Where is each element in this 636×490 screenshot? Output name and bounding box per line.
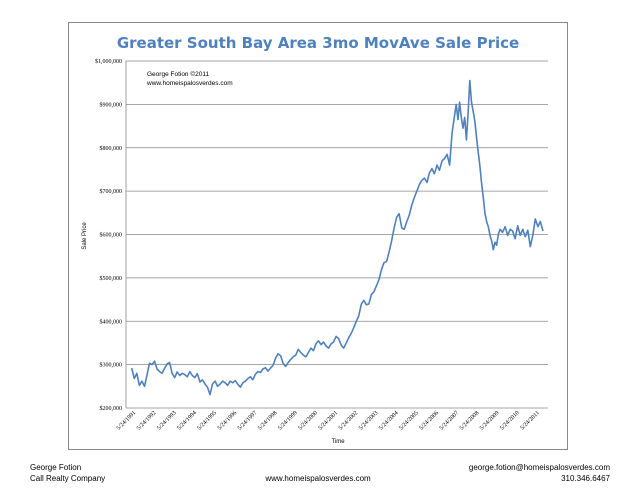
gridlines xyxy=(125,60,548,409)
x-tick-label: 5/24/1997 xyxy=(237,410,258,431)
y-axis-ticks: $200,000 $300,000 $400,000 $500,000 $600,000… xyxy=(95,58,122,412)
y-tick-label: $400,000 xyxy=(100,318,123,325)
x-tick-label: 5/24/2001 xyxy=(318,410,339,431)
chart-title: Greater South Bay Area 3mo MovAve Sale P… xyxy=(117,34,519,52)
x-tick-label: 5/24/1994 xyxy=(176,410,197,431)
footer-right: george.fotion@homeispalosverdes.com 310.… xyxy=(469,462,610,484)
y-tick-label: $800,000 xyxy=(100,145,123,152)
x-tick-label: 5/24/2010 xyxy=(499,410,520,431)
x-tick-label: 5/24/1993 xyxy=(156,410,177,431)
footer-email: george.fotion@homeispalosverdes.com xyxy=(468,463,610,472)
x-tick-label: 5/24/1991 xyxy=(116,410,137,431)
y-tick-label: $500,000 xyxy=(100,275,123,282)
x-tick-label: 5/24/2008 xyxy=(459,410,480,431)
x-tick-label: 5/24/1992 xyxy=(136,410,157,431)
x-axis-ticks: 5/24/19915/24/19925/24/19935/24/19945/24… xyxy=(116,410,541,431)
y-tick-label: $900,000 xyxy=(100,101,123,108)
annotation-website: www.homeispalosverdes.com xyxy=(146,80,233,87)
footer-website: www.homeispalosverdes.com xyxy=(265,474,371,483)
x-tick-label: 5/24/1999 xyxy=(277,410,298,431)
y-tick-label: $200,000 xyxy=(100,405,123,412)
x-tick-label: 5/24/2004 xyxy=(378,410,399,431)
x-tick-label: 5/24/2007 xyxy=(439,410,460,431)
x-tick-label: 5/24/1996 xyxy=(217,410,238,431)
x-tick-label: 5/24/2003 xyxy=(358,410,379,431)
x-tick-label: 5/24/2005 xyxy=(398,410,419,431)
x-tick-label: 5/24/2000 xyxy=(297,410,318,431)
y-axis-label: Sale Price xyxy=(82,222,88,250)
annotation-author: George Fotion ©2011 xyxy=(147,70,210,78)
footer-left: George Fotion Call Realty Company xyxy=(30,462,105,484)
footer-company: Call Realty Company xyxy=(30,474,106,483)
footer-name: George Fotion xyxy=(30,463,82,472)
y-tick-label: $300,000 xyxy=(100,362,123,369)
x-tick-label: 5/24/2009 xyxy=(479,410,500,431)
y-tick-label: $700,000 xyxy=(100,188,123,195)
x-axis-label: Time xyxy=(331,439,345,445)
chart-frame xyxy=(68,22,568,450)
x-tick-label: 5/24/1995 xyxy=(197,410,218,431)
x-tick-label: 5/24/2002 xyxy=(338,410,359,431)
x-tick-label: 5/24/1998 xyxy=(257,410,278,431)
footer-center: www.homeispalosverdes.com xyxy=(0,473,636,484)
sale-price-series-line xyxy=(130,79,544,396)
x-tick-label: 5/24/2006 xyxy=(419,410,440,431)
footer-phone: 310.346.6467 xyxy=(561,474,610,483)
x-tick-label: 5/24/2011 xyxy=(520,410,541,431)
y-tick-label: $600,000 xyxy=(100,232,123,239)
y-tick-label: $1,000,000 xyxy=(95,58,122,65)
